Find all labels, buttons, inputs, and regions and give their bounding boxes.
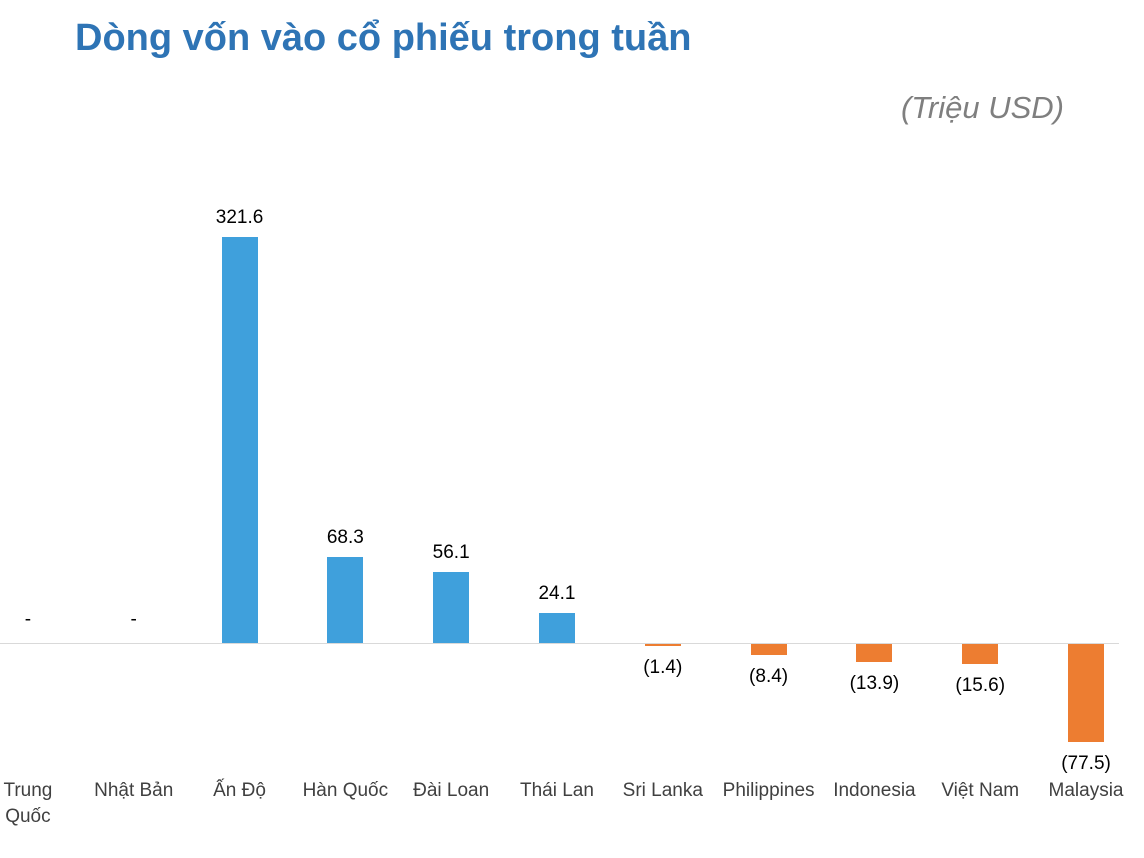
category-label: Hàn Quốc <box>302 780 389 801</box>
negative-bar <box>856 644 893 662</box>
category-label: Trung Quốc <box>3 780 53 827</box>
bar-column: (1.4) Sri Lanka <box>610 0 716 858</box>
category-label: Philippines <box>722 780 815 801</box>
bar-column: (15.6) Việt Nam <box>927 0 1033 858</box>
bar-column: (13.9) Indonesia <box>822 0 928 858</box>
value-label: (13.9) <box>849 673 900 694</box>
positive-bar <box>221 237 258 643</box>
category-label: Ấn Độ <box>213 780 266 801</box>
category-label: Đài Loan <box>413 780 490 801</box>
value-label: 321.6 <box>215 207 264 228</box>
bar-column: (77.5) Malaysia <box>1033 0 1139 858</box>
category-label: Sri Lanka <box>622 780 703 801</box>
category-label: Thái Lan <box>519 780 594 801</box>
value-label: 56.1 <box>432 542 470 563</box>
value-label: 68.3 <box>326 527 364 548</box>
value-label: (77.5) <box>1061 753 1111 774</box>
category-label: Indonesia <box>833 780 916 801</box>
chart-unit-label: (Triệu USD) <box>900 90 1064 125</box>
bar-column: - Nhật Bản <box>81 0 187 858</box>
positive-bar <box>433 572 470 643</box>
bar-column: 56.1 Đài Loan <box>398 0 504 858</box>
category-label: Malaysia <box>1048 780 1124 801</box>
value-label: - <box>24 609 32 630</box>
x-axis-line <box>0 643 1119 644</box>
negative-bar <box>962 644 999 664</box>
bar-column: 24.1 Thái Lan <box>504 0 610 858</box>
value-label: - <box>130 609 137 630</box>
value-label: 24.1 <box>538 583 576 604</box>
bar-column: - Trung Quốc <box>0 0 81 858</box>
chart-title: Dòng vốn vào cổ phiếu trong tuần <box>75 17 692 59</box>
negative-bar <box>644 644 681 646</box>
positive-bar <box>538 613 575 643</box>
negative-bar <box>1068 644 1105 742</box>
negative-bar <box>750 644 787 655</box>
value-label: (1.4) <box>643 657 683 678</box>
category-label: Việt Nam <box>941 780 1020 801</box>
bar-column: 68.3 Hàn Quốc <box>292 0 398 858</box>
bar-column: 321.6 Ấn Độ <box>187 0 293 858</box>
positive-bar <box>327 557 364 643</box>
value-label: (15.6) <box>955 675 1006 696</box>
value-label: (8.4) <box>749 666 789 687</box>
bar-column: (8.4) Philippines <box>716 0 822 858</box>
category-label: Nhật Bản <box>94 780 174 801</box>
